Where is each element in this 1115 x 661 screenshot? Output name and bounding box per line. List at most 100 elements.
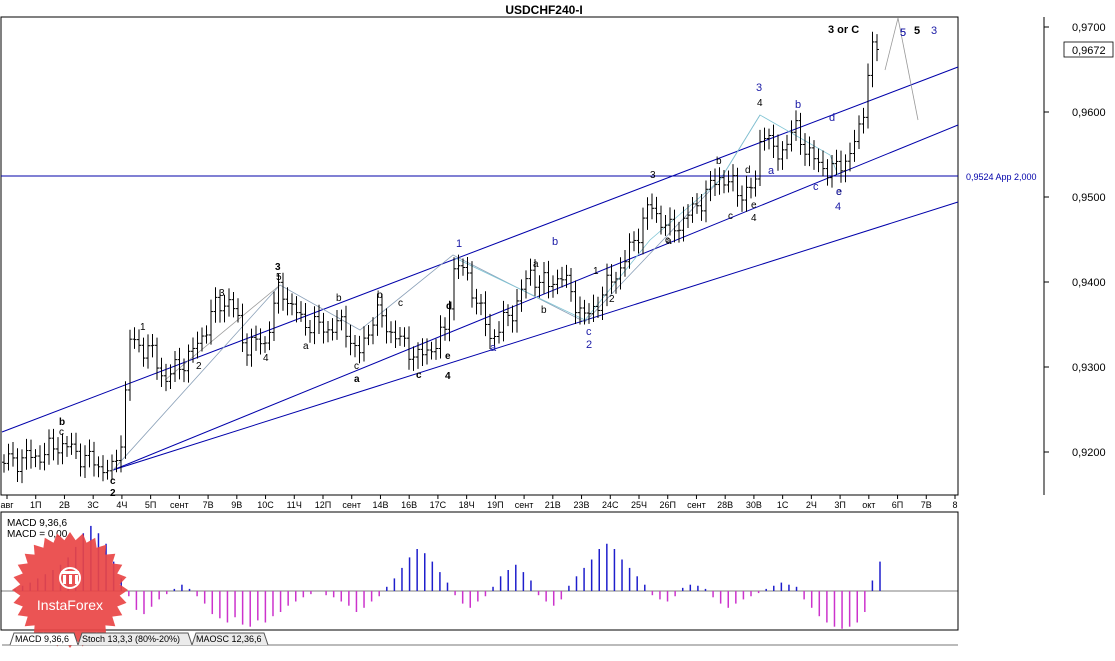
price-bar	[830, 154, 834, 188]
wave-label: 2	[609, 294, 615, 305]
price-bar	[416, 342, 420, 369]
price-bar	[407, 326, 411, 370]
price-bar	[650, 193, 654, 220]
wave-label: 5	[900, 27, 906, 39]
price-bar	[762, 127, 767, 151]
price-bar	[839, 150, 843, 183]
time-tick-label: сент	[515, 500, 534, 510]
channel-middle-line	[112, 124, 959, 471]
time-tick-label: сент	[342, 500, 361, 510]
price-bar	[753, 170, 758, 197]
price-bar	[596, 296, 600, 318]
time-tick-label: 23В	[574, 500, 590, 510]
time-axis: авг 1П 2В 3С 4Ч 5П сент 7В 9В 10С 11Ч 12П сент 14В 16В…	[0, 495, 958, 510]
wave-label: 1	[140, 322, 146, 333]
wave-label: c	[110, 476, 116, 487]
price-bar	[105, 459, 110, 480]
time-tick-label: 17С	[430, 500, 447, 510]
price-bar	[740, 185, 744, 212]
tab-macd[interactable]: MACD 9,36,6	[15, 634, 69, 644]
macd-histogram	[14, 525, 881, 629]
price-bar	[627, 233, 632, 269]
price-bar	[119, 435, 123, 473]
price-bar	[344, 305, 348, 348]
wave-label: b	[795, 99, 801, 111]
price-bar	[758, 129, 762, 186]
price-bar	[389, 321, 393, 344]
price-bar	[78, 443, 83, 477]
price-bar	[663, 215, 668, 236]
wave-label: 4	[445, 371, 451, 382]
price-bar	[164, 363, 168, 392]
instaforex-brand-label: InstaForex	[37, 597, 103, 613]
wave-label: 3	[931, 25, 937, 37]
price-bar	[695, 193, 699, 214]
price-bar	[384, 308, 389, 344]
price-bar	[677, 221, 681, 243]
price-bar	[420, 338, 425, 366]
indicator-title: MACD 9,36,6	[7, 518, 67, 529]
price-bar	[848, 142, 852, 172]
price-bar	[276, 273, 281, 314]
tab-maosc[interactable]: MAOSC 12,36,6	[196, 634, 262, 644]
price-bar	[272, 291, 276, 342]
time-tick-label: авг	[0, 500, 14, 510]
price-bar	[866, 63, 870, 129]
indicator-tabs[interactable]: MACD 9,36,6 Stoch 13,3,3 (80%-20%) MAOSC…	[2, 632, 958, 646]
price-bar	[708, 171, 713, 202]
time-tick-label: 12П	[315, 500, 331, 510]
price-bar	[263, 336, 267, 353]
price-bar	[236, 298, 240, 323]
price-bar	[744, 175, 749, 212]
price-bar	[209, 299, 213, 345]
price-bar	[380, 293, 384, 328]
price-bar	[681, 206, 686, 242]
price-bar	[798, 112, 803, 155]
wave-label: e	[751, 200, 757, 211]
time-tick-label: 2Ч	[806, 500, 817, 510]
price-bar	[51, 428, 56, 461]
price-bar	[146, 334, 150, 369]
wave-label: d	[446, 301, 452, 312]
price-bar	[123, 381, 128, 459]
time-tick-label: 9В	[231, 500, 242, 510]
price-bar	[834, 149, 839, 175]
time-tick-label: 1С	[777, 500, 789, 510]
price-bar	[542, 262, 546, 295]
price-bar	[614, 271, 618, 294]
price-bar	[402, 327, 407, 347]
wave-label: b	[377, 290, 383, 301]
price-bar	[20, 449, 24, 484]
time-tick-label: 18Ч	[459, 500, 475, 510]
instaforex-logo: InstaForex	[12, 532, 128, 648]
price-bar	[704, 180, 708, 223]
price-bar	[245, 333, 249, 366]
price-bar	[411, 346, 416, 371]
wave-labels-black: b c 2 c 1 2 3 4 3 5 a b c a b c d e c 4 …	[59, 24, 920, 499]
price-bar	[618, 257, 623, 290]
bank-icon	[59, 567, 81, 589]
price-bar	[348, 324, 353, 356]
price-bar	[159, 357, 164, 387]
tab-stoch[interactable]: Stoch 13,3,3 (80%-20%)	[82, 634, 180, 644]
wave-label: b	[716, 156, 722, 167]
price-tick-label: 0,9200	[1072, 447, 1106, 459]
price-bar	[789, 120, 794, 152]
price-bar	[699, 194, 704, 221]
price-bar	[11, 441, 15, 467]
price-bar	[717, 167, 722, 195]
wave-label: 5	[276, 272, 282, 283]
price-bar	[222, 294, 227, 323]
price-bar	[713, 168, 717, 197]
level-line-label: 0,9524 App 2,000	[966, 172, 1037, 182]
price-bar	[816, 148, 821, 173]
time-tick-label: 26П	[659, 500, 675, 510]
price-bar	[285, 287, 290, 316]
price-bar	[128, 329, 132, 401]
wave-label: 4	[263, 353, 269, 364]
price-bar	[519, 279, 524, 312]
price-bar	[672, 209, 677, 243]
price-bar	[191, 337, 195, 363]
price-bar	[573, 280, 578, 325]
price-bar	[690, 196, 695, 223]
